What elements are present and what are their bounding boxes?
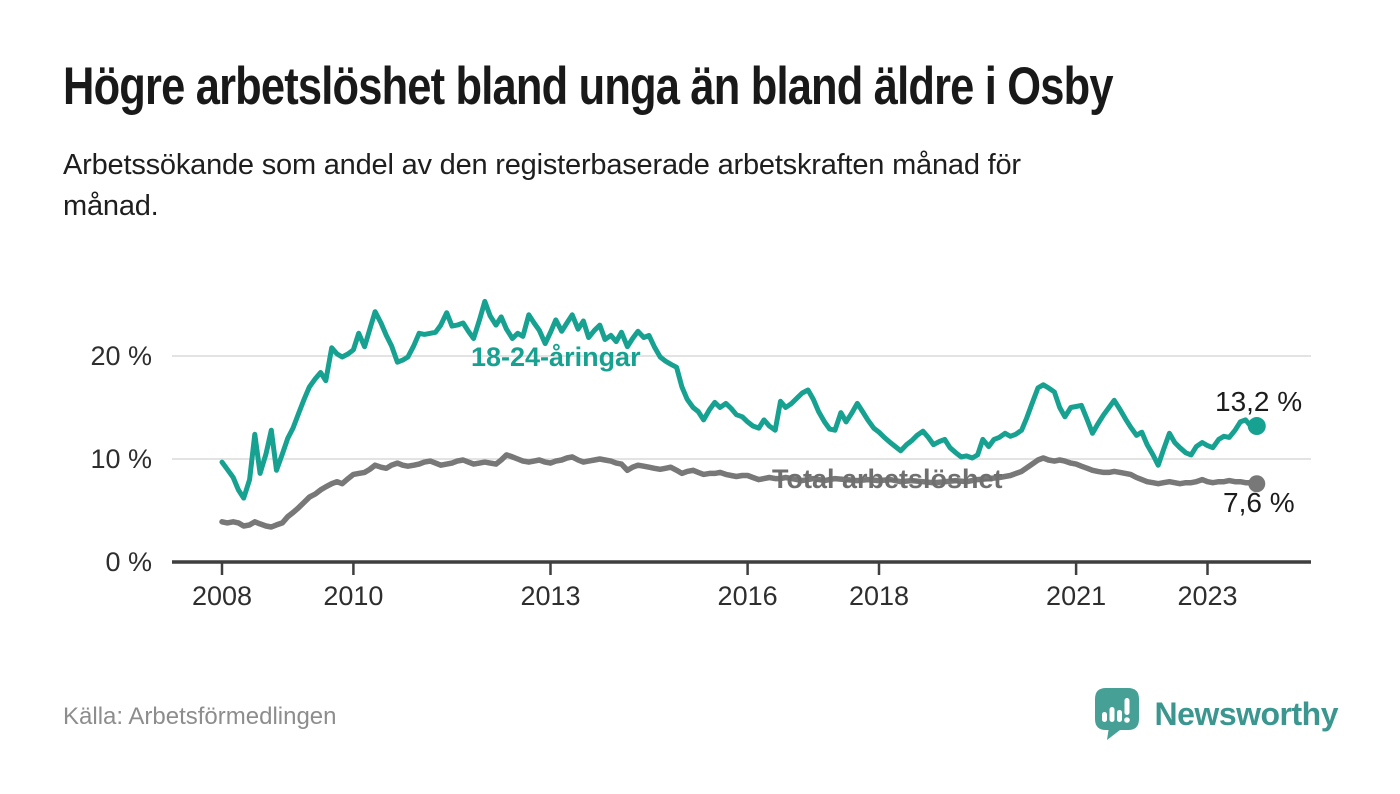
x-tick-label-2023: 2023: [1177, 581, 1238, 611]
chart-subtitle-line-1: Arbetssökande som andel av den registerb…: [63, 149, 1021, 181]
chart-subtitle-line-2: månad.: [63, 190, 159, 222]
series-line-total: [219, 452, 1260, 530]
series-label-total-unemployment: Total arbetslöshet: [772, 464, 1003, 494]
series-end-dot-young: [1247, 417, 1266, 436]
series-label-young-18-24: 18-24-åringar: [471, 342, 641, 372]
x-tick-label-2013: 2013: [520, 581, 581, 611]
x-tick-label-2018: 2018: [848, 581, 910, 611]
newsworthy-brand: Newsworthy: [1093, 684, 1339, 744]
brand-name: Newsworthy: [1154, 696, 1339, 732]
x-tick-label-2008: 2008: [191, 581, 253, 611]
y-tick-label-10: 10 %: [90, 444, 152, 474]
x-tick-label-2016: 2016: [717, 581, 778, 611]
newsworthy-logo-icon: [1094, 688, 1139, 740]
page-title: Högre arbetslöshet bland unga än bland ä…: [63, 57, 1114, 116]
end-value-label-young: 13,2 %: [1215, 386, 1303, 417]
y-tick-label-20: 20 %: [90, 341, 152, 371]
series-end-dot-total: [1248, 475, 1266, 493]
source-attribution: Källa: Arbetsförmedlingen: [63, 703, 337, 730]
end-value-label-total: 7,6 %: [1223, 487, 1295, 518]
x-tick-label-2021: 2021: [1046, 581, 1107, 611]
x-tick-label-2010: 2010: [323, 581, 384, 611]
y-tick-label-0: 0 %: [105, 547, 152, 577]
series-line-young: [219, 298, 1260, 501]
